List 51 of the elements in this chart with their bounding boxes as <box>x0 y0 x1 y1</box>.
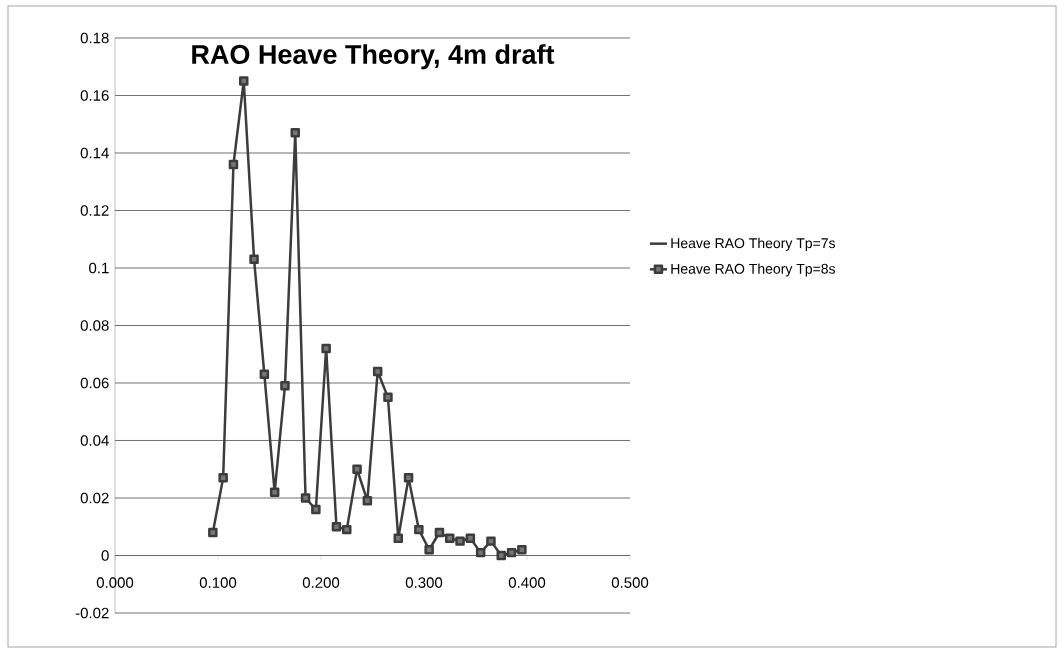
point <box>331 522 342 532</box>
x-tick-label: 0.400 <box>508 577 546 588</box>
y-tick-label: 0.08 <box>80 320 109 331</box>
y-tick-label: 0.06 <box>80 377 109 389</box>
point <box>208 527 218 538</box>
point <box>455 536 465 546</box>
point <box>496 550 507 561</box>
point <box>506 547 517 558</box>
point <box>290 128 301 138</box>
x-tick-label: 0.200 <box>302 577 340 588</box>
y-tick-label: 0.04 <box>80 435 109 446</box>
point <box>362 496 373 506</box>
point <box>280 381 290 391</box>
y-tick-label: 0.12 <box>80 205 109 216</box>
x-tick-label: 0.100 <box>199 577 237 588</box>
point <box>239 76 249 86</box>
point <box>414 524 424 535</box>
chart-title: RAO Heave Theory, 4m draft <box>192 44 555 70</box>
y-tick-label: -0.02 <box>75 607 109 619</box>
point <box>321 343 331 354</box>
point <box>228 159 239 170</box>
point <box>311 504 321 515</box>
y-tick-label: 0.02 <box>80 492 109 504</box>
point <box>372 366 383 377</box>
legend-label: Heave RAO Theory Tp=8s <box>671 263 836 277</box>
point <box>249 254 259 265</box>
point <box>517 545 527 555</box>
y-tick-label: 0 <box>101 550 109 561</box>
point <box>352 464 362 474</box>
point <box>269 487 280 497</box>
point <box>300 493 311 503</box>
point <box>424 545 434 555</box>
point <box>259 369 270 380</box>
point <box>486 536 496 546</box>
point <box>218 473 228 483</box>
y-tick-label: 0.1 <box>89 262 109 274</box>
y-tick-label: 0.16 <box>80 90 109 101</box>
x-tick-label: 0.300 <box>405 577 443 588</box>
point <box>475 547 486 558</box>
y-tick-label: 0.18 <box>80 32 109 44</box>
point <box>383 392 393 403</box>
legend-label: Heave RAO Theory Tp=7s <box>671 237 836 251</box>
point <box>465 533 476 543</box>
point <box>403 473 414 483</box>
x-tick-label: 0.500 <box>611 577 649 588</box>
point <box>393 533 404 543</box>
y-tick-label: 0.14 <box>80 147 109 159</box>
point <box>342 524 352 535</box>
point <box>434 527 445 538</box>
x-tick-label: 0.000 <box>96 577 134 588</box>
point <box>445 533 455 543</box>
